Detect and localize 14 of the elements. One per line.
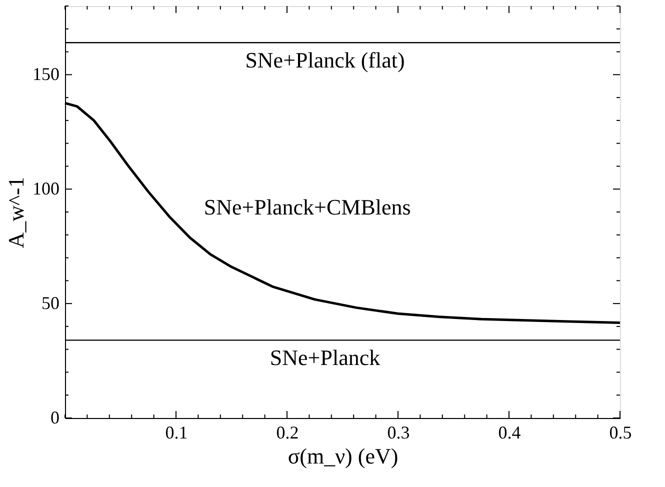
y-tick-label: 50 xyxy=(42,293,60,314)
y-tick-label: 100 xyxy=(32,178,60,199)
x-tick-label: 0.5 xyxy=(609,422,632,442)
series-label: SNe+Planck+CMBlens xyxy=(204,194,411,220)
ref-line-label: SNe+Planck xyxy=(270,345,380,370)
x-tick-label: 0.1 xyxy=(165,422,188,442)
ref-line-label: SNe+Planck (flat) xyxy=(245,48,405,73)
y-tick-label: 150 xyxy=(32,64,60,84)
x-tick-label: 0.3 xyxy=(387,422,410,442)
x-tick-label: 0.4 xyxy=(498,422,521,442)
y-tick-label: 0 xyxy=(50,408,60,428)
x-tick-label: 0.2 xyxy=(276,422,299,442)
y-axis-title: A_w^-1 xyxy=(4,176,28,248)
x-axis-title: σ(m_ν) (eV) xyxy=(288,444,398,468)
